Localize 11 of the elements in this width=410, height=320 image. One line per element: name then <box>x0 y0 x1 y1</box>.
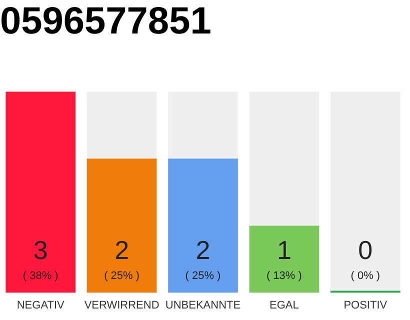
data-label: 2 ( 25% ) <box>104 234 140 282</box>
x-tick-label: POSITIV <box>344 299 388 312</box>
data-label: 3 ( 38% ) <box>22 234 58 282</box>
data-label: 2 ( 25% ) <box>185 234 221 282</box>
data-label: 0 ( 0% ) <box>350 234 380 282</box>
x-tick-label: NEGATIV <box>16 299 65 312</box>
x-tick-label: VERWIRREND <box>84 299 160 312</box>
x-tick-label: UNBEKANNTE <box>165 299 241 312</box>
data-label: 1 ( 13% ) <box>266 234 302 282</box>
chart-title: 0596577851 <box>0 0 212 42</box>
x-tick-label: EGAL <box>270 299 299 312</box>
